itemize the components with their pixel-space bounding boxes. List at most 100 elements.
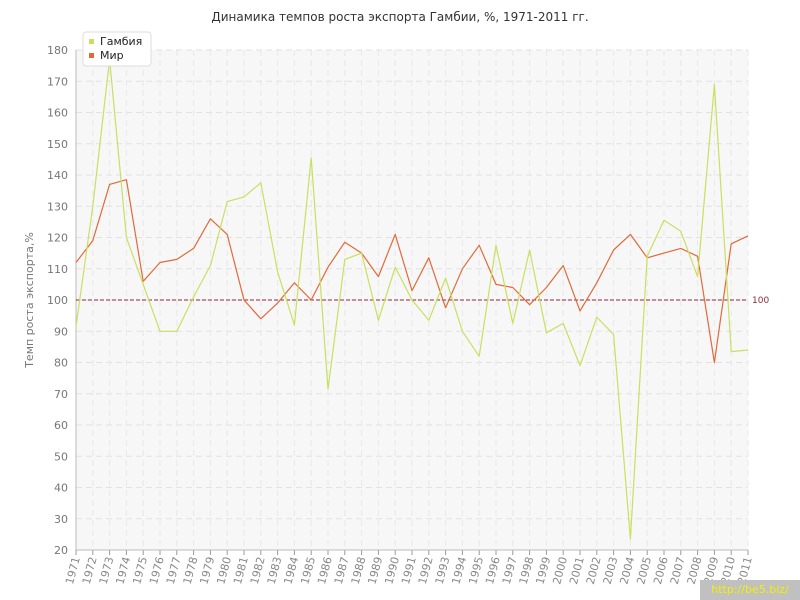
data-point[interactable] — [142, 283, 145, 286]
data-point[interactable] — [427, 319, 430, 322]
legend-label[interactable]: Мир — [100, 49, 124, 62]
data-point[interactable] — [629, 538, 632, 541]
data-point[interactable] — [411, 299, 414, 302]
data-point[interactable] — [91, 239, 94, 242]
data-point[interactable] — [327, 266, 330, 269]
data-point[interactable] — [310, 299, 313, 302]
data-point[interactable] — [478, 355, 481, 358]
data-point[interactable] — [629, 233, 632, 236]
data-point[interactable] — [696, 275, 699, 278]
data-point[interactable] — [175, 258, 178, 261]
data-point[interactable] — [243, 299, 246, 302]
data-point[interactable] — [343, 241, 346, 244]
series-line-world — [75, 179, 749, 364]
data-point[interactable] — [545, 331, 548, 334]
data-point[interactable] — [495, 283, 498, 286]
data-point[interactable] — [411, 289, 414, 292]
data-point[interactable] — [545, 286, 548, 289]
y-tick-label: 130 — [47, 200, 68, 213]
data-point[interactable] — [159, 261, 162, 264]
data-point[interactable] — [444, 306, 447, 309]
data-point[interactable] — [579, 309, 582, 312]
data-point[interactable] — [646, 255, 649, 258]
data-point[interactable] — [612, 249, 615, 252]
watermark[interactable]: http://be5.biz/ — [700, 580, 800, 600]
data-point[interactable] — [663, 252, 666, 255]
y-tick-label: 150 — [47, 138, 68, 151]
data-point[interactable] — [226, 200, 229, 203]
data-point[interactable] — [276, 302, 279, 305]
data-point[interactable] — [528, 249, 531, 252]
data-point[interactable] — [259, 181, 262, 184]
data-point[interactable] — [327, 388, 330, 391]
data-point[interactable] — [125, 178, 128, 181]
data-point[interactable] — [713, 361, 716, 364]
data-point[interactable] — [747, 349, 750, 352]
y-tick-label: 30 — [54, 513, 68, 526]
y-tick-label: 20 — [54, 544, 68, 557]
data-point[interactable] — [730, 350, 733, 353]
data-point[interactable] — [91, 205, 94, 208]
data-point[interactable] — [511, 322, 514, 325]
data-point[interactable] — [75, 325, 78, 328]
data-point[interactable] — [730, 242, 733, 245]
data-point[interactable] — [427, 256, 430, 259]
y-tick-label: 110 — [47, 263, 68, 276]
data-point[interactable] — [528, 303, 531, 306]
data-point[interactable] — [259, 317, 262, 320]
legend-box — [82, 31, 152, 67]
data-point[interactable] — [394, 233, 397, 236]
data-point[interactable] — [192, 247, 195, 250]
data-point[interactable] — [243, 195, 246, 198]
data-point[interactable] — [612, 333, 615, 336]
data-point[interactable] — [679, 230, 682, 233]
y-axis-label: Темп роста экспорта,% — [23, 232, 36, 369]
data-point[interactable] — [293, 324, 296, 327]
data-point[interactable] — [159, 330, 162, 333]
data-point[interactable] — [377, 319, 380, 322]
data-point[interactable] — [192, 295, 195, 298]
y-tick-label: 120 — [47, 232, 68, 245]
data-point[interactable] — [595, 316, 598, 319]
data-point[interactable] — [679, 247, 682, 250]
data-point[interactable] — [511, 286, 514, 289]
legend-label[interactable]: Гамбия — [100, 35, 142, 48]
data-point[interactable] — [209, 264, 212, 267]
data-point[interactable] — [461, 330, 464, 333]
y-tick-label: 70 — [54, 388, 68, 401]
data-point[interactable] — [360, 252, 363, 255]
y-tick-label: 140 — [47, 169, 68, 182]
data-point[interactable] — [696, 255, 699, 258]
data-point[interactable] — [293, 281, 296, 284]
data-point[interactable] — [595, 281, 598, 284]
data-point[interactable] — [310, 156, 313, 159]
data-point[interactable] — [343, 258, 346, 261]
data-point[interactable] — [108, 183, 111, 186]
data-point[interactable] — [209, 217, 212, 220]
data-point[interactable] — [175, 330, 178, 333]
data-point[interactable] — [747, 234, 750, 237]
y-tick-label: 40 — [54, 482, 68, 495]
data-point[interactable] — [276, 270, 279, 273]
y-tick-label: 90 — [54, 325, 68, 338]
data-point[interactable] — [394, 266, 397, 269]
y-tick-label: 60 — [54, 419, 68, 432]
data-point[interactable] — [495, 244, 498, 247]
data-point[interactable] — [713, 83, 716, 86]
data-point[interactable] — [75, 261, 78, 264]
data-point[interactable] — [125, 236, 128, 239]
y-tick-label: 50 — [54, 450, 68, 463]
series-line-gambia — [75, 58, 749, 540]
legend-swatch — [89, 53, 94, 58]
data-point[interactable] — [461, 267, 464, 270]
data-point[interactable] — [562, 264, 565, 267]
data-point[interactable] — [562, 322, 565, 325]
data-point[interactable] — [579, 364, 582, 367]
data-point[interactable] — [377, 275, 380, 278]
legend-swatch — [89, 39, 94, 44]
data-point[interactable] — [663, 219, 666, 222]
data-point[interactable] — [478, 244, 481, 247]
data-point[interactable] — [444, 277, 447, 280]
data-point[interactable] — [226, 233, 229, 236]
